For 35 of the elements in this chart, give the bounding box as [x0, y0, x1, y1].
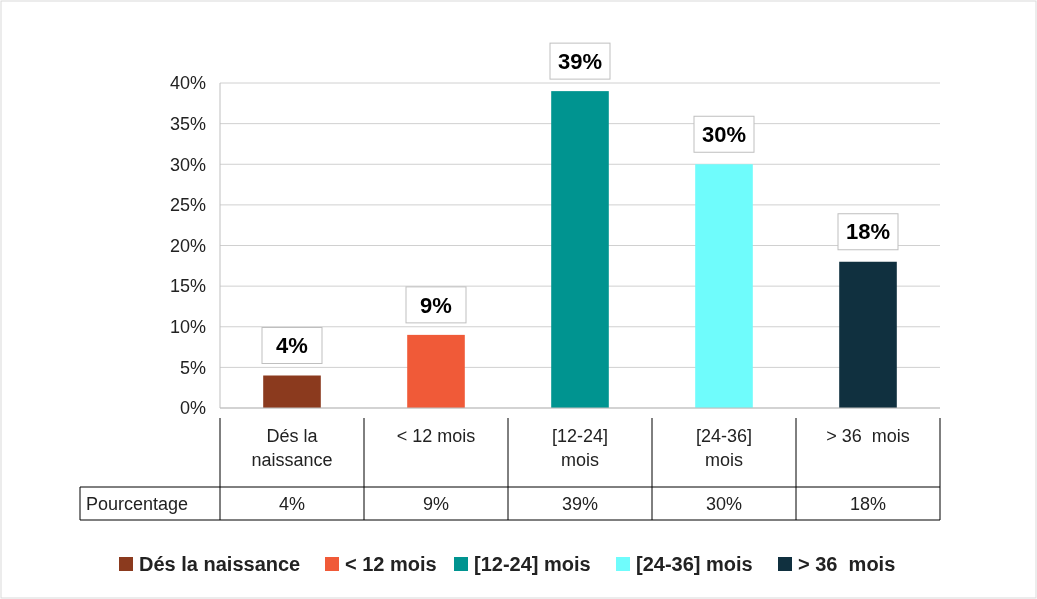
- data-label: 18%: [849, 494, 887, 515]
- data-label: 39%: [561, 494, 599, 515]
- data-label: 9%: [422, 494, 450, 515]
- x-tick-label: Dés la naissance: [251, 426, 333, 470]
- text: 39%: [557, 48, 603, 74]
- x-tick-label: [12-24] mois: [551, 426, 609, 470]
- category-label: Dés la naissance: [139, 553, 301, 575]
- data-label: 30%: [705, 494, 743, 515]
- data-label: 4%: [278, 494, 306, 515]
- bar: [407, 334, 465, 408]
- y-tick-label: 5%: [179, 357, 206, 378]
- x-tick-label: [24-36] mois: [695, 426, 753, 470]
- text: 9%: [420, 292, 452, 318]
- y-tick-label: 30%: [169, 154, 206, 175]
- category-label: < 12 mois: [345, 553, 437, 575]
- y-tick-label: 20%: [169, 235, 206, 256]
- text: 30%: [701, 121, 747, 147]
- category-label: [24-36] mois: [636, 553, 753, 575]
- bar: [695, 164, 753, 408]
- text: 4%: [276, 333, 308, 359]
- category-label: > 36 mois: [798, 553, 896, 575]
- bar: [263, 375, 321, 408]
- text: Pourcentage: [86, 494, 189, 515]
- y-tick-label: 15%: [169, 276, 206, 297]
- bar: [839, 261, 897, 408]
- category-label: [12-24] mois: [474, 553, 591, 575]
- text: 18%: [845, 219, 891, 245]
- y-tick-label: 35%: [169, 113, 206, 134]
- y-tick-label: 10%: [169, 317, 206, 338]
- y-tick-label: 0%: [179, 398, 206, 419]
- y-tick-label: 25%: [169, 195, 206, 216]
- y-tick-label: 40%: [169, 73, 206, 94]
- x-tick-label: > 36 mois: [826, 426, 910, 446]
- x-tick-label: < 12 mois: [396, 426, 476, 446]
- bar: [551, 91, 609, 408]
